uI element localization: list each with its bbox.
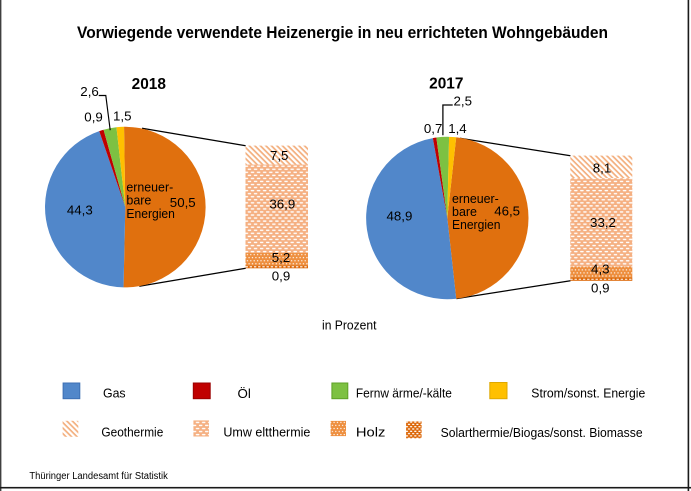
svg-text:2017: 2017 <box>429 76 463 93</box>
svg-text:Solarthermie/Biogas/sonst. Bio: Solarthermie/Biogas/sonst. Biomasse <box>441 425 643 440</box>
svg-text:2,5: 2,5 <box>454 94 473 109</box>
svg-text:48,9: 48,9 <box>387 209 413 224</box>
svg-text:Gas: Gas <box>103 385 126 400</box>
svg-text:Energien: Energien <box>452 217 501 232</box>
svg-text:bare: bare <box>452 204 477 219</box>
svg-text:4,3: 4,3 <box>591 262 610 277</box>
svg-text:0,9: 0,9 <box>591 280 610 295</box>
svg-text:0,9: 0,9 <box>84 109 103 124</box>
svg-text:Thüringer Landesamt für Stati: Thüringer Landesamt für Statistik <box>29 471 167 482</box>
svg-text:Fernw ärme/-kälte: Fernw ärme/-kälte <box>356 385 452 400</box>
svg-text:Vorwiegende verwendete Heizene: Vorwiegende verwendete Heizenergie in ne… <box>77 24 608 42</box>
svg-text:1,5: 1,5 <box>113 109 132 124</box>
svg-text:Strom/sonst. Energie: Strom/sonst. Energie <box>531 386 645 401</box>
svg-text:bare: bare <box>126 193 151 208</box>
svg-text:Energien: Energien <box>126 206 174 221</box>
svg-text:0,7: 0,7 <box>424 121 443 136</box>
svg-text:0,9: 0,9 <box>272 269 291 284</box>
svg-text:50,5: 50,5 <box>170 195 196 210</box>
svg-text:8,1: 8,1 <box>593 161 612 176</box>
svg-text:2,6: 2,6 <box>80 84 99 99</box>
svg-text:Holz: Holz <box>356 425 386 440</box>
svg-text:erneuer-: erneuer- <box>452 191 499 206</box>
svg-text:33,2: 33,2 <box>590 215 616 230</box>
svg-text:2018: 2018 <box>132 76 167 93</box>
svg-text:Geothermie: Geothermie <box>101 425 163 440</box>
svg-text:erneuer-: erneuer- <box>126 180 173 195</box>
svg-text:7,5: 7,5 <box>270 148 289 163</box>
svg-text:Umw eltthermie: Umw eltthermie <box>223 425 310 440</box>
svg-text:5,2: 5,2 <box>272 250 291 265</box>
svg-text:Öl: Öl <box>238 386 251 401</box>
svg-text:36,9: 36,9 <box>269 197 295 212</box>
svg-text:1,4: 1,4 <box>448 121 467 136</box>
svg-text:44,3: 44,3 <box>67 203 93 218</box>
svg-text:in Prozent: in Prozent <box>322 318 377 333</box>
svg-text:46,5: 46,5 <box>494 204 520 219</box>
